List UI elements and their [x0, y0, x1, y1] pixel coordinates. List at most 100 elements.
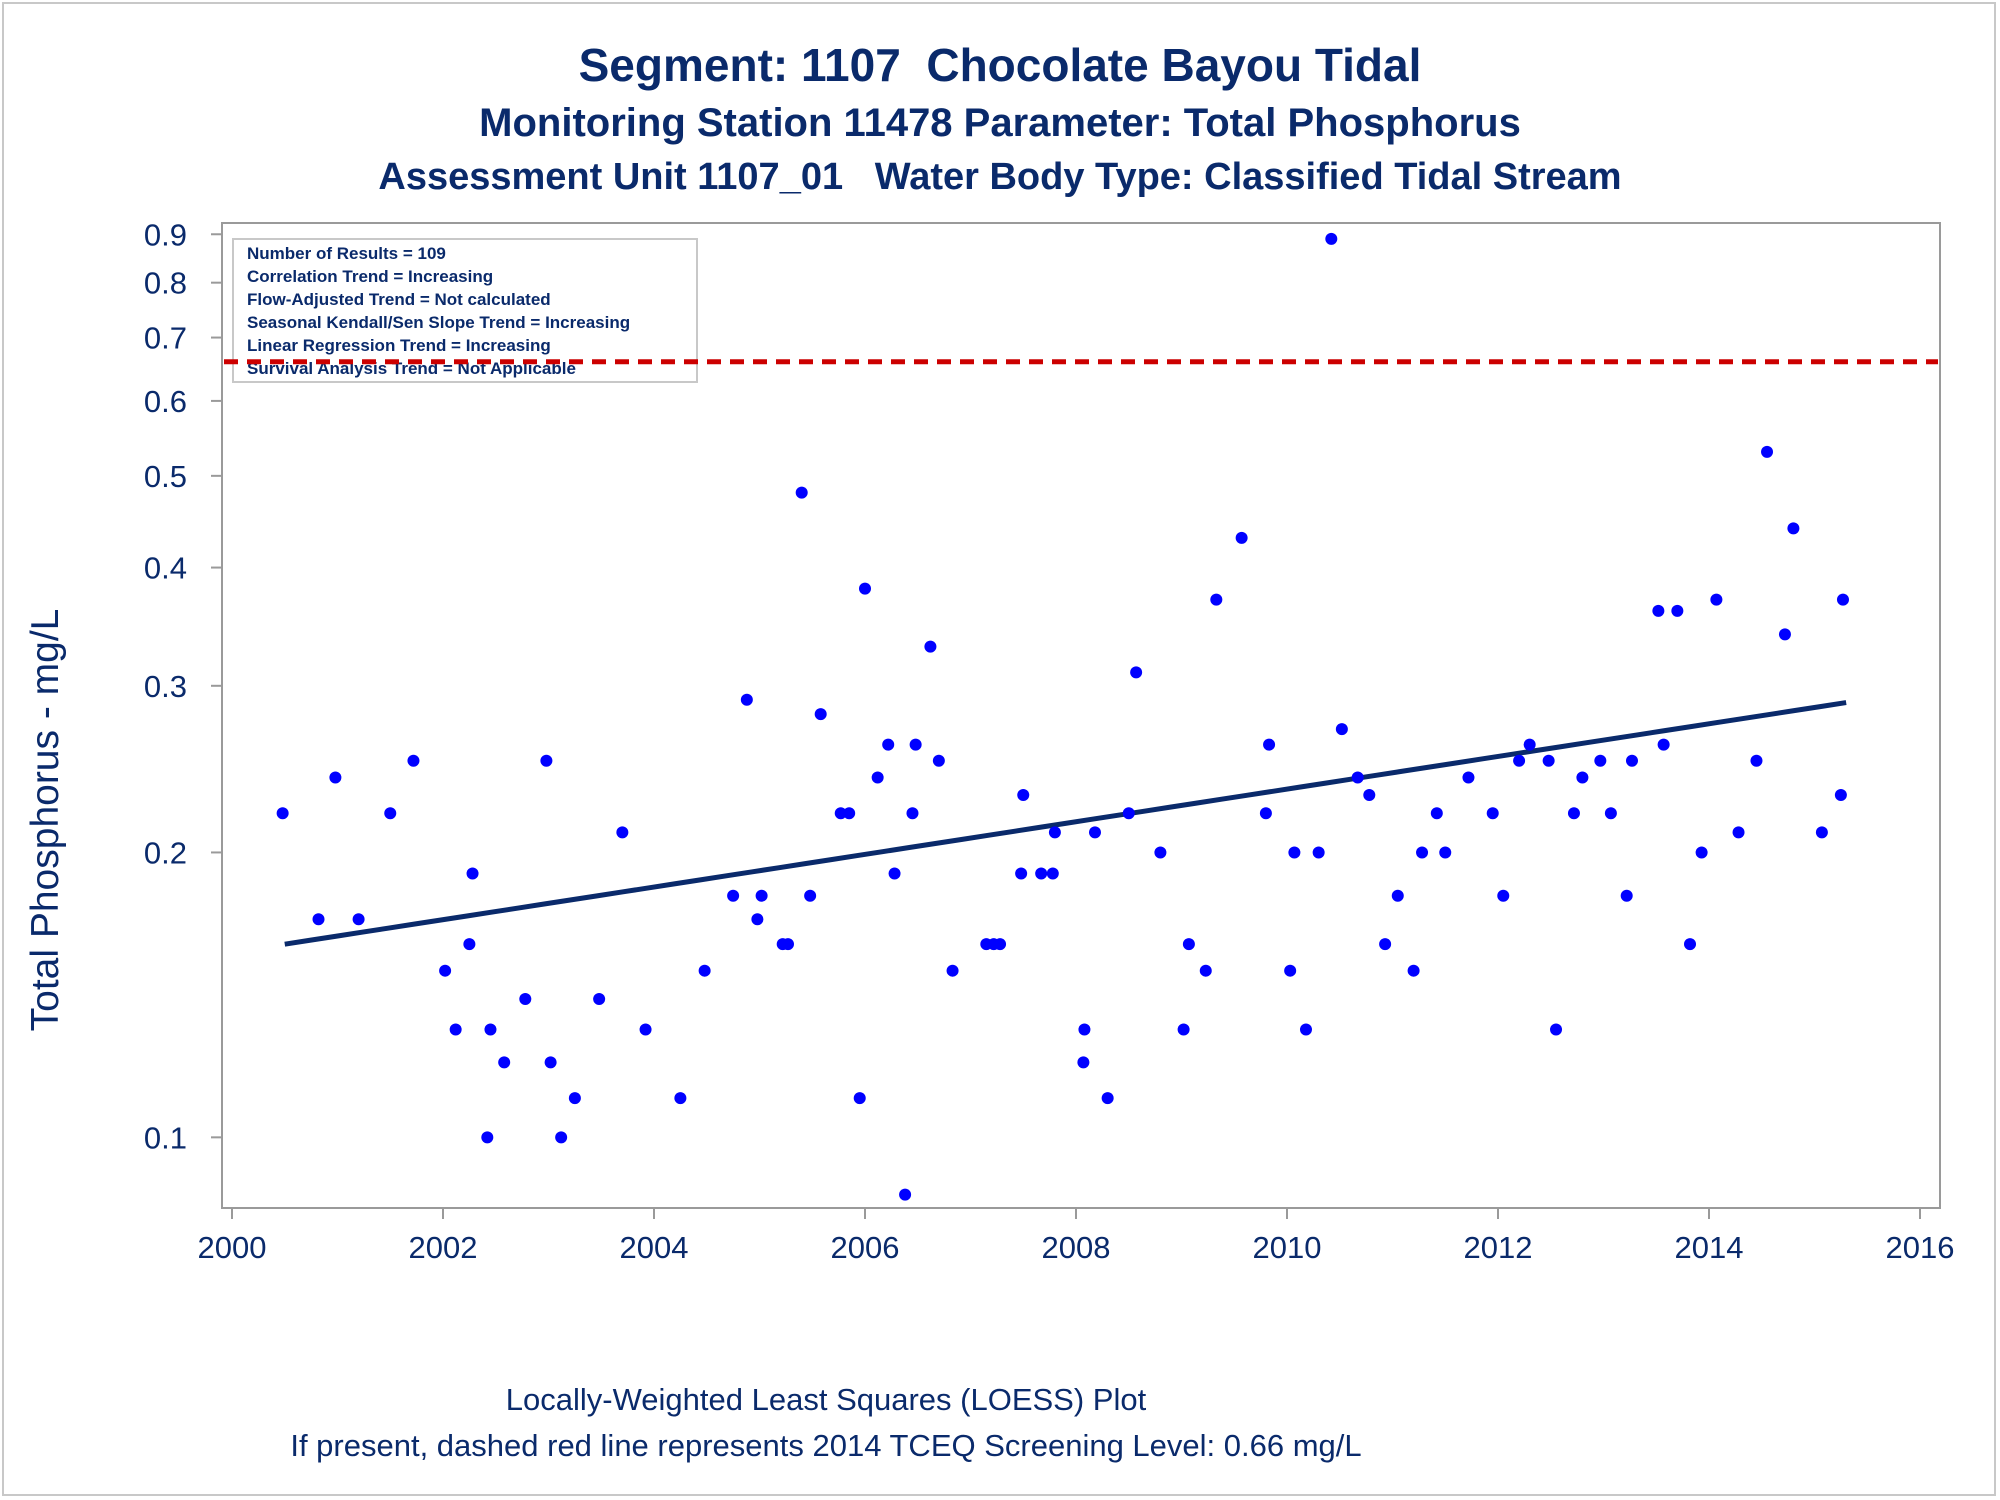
data-point: [1379, 938, 1392, 951]
data-point: [439, 964, 452, 977]
data-point: [1750, 754, 1763, 767]
data-point: [1325, 232, 1338, 245]
data-point: [1078, 1023, 1091, 1036]
stats-line: Flow-Adjusted Trend = Not calculated: [247, 290, 551, 309]
data-point: [899, 1188, 912, 1201]
data-point: [593, 993, 606, 1006]
data-point: [946, 964, 959, 977]
data-point: [751, 913, 764, 926]
data-point: [909, 738, 922, 751]
y-tick-label: 0.2: [144, 835, 187, 870]
data-point: [1834, 789, 1847, 802]
data-point: [755, 889, 768, 902]
data-point: [882, 738, 895, 751]
data-point: [859, 582, 871, 595]
data-point: [352, 913, 365, 926]
data-point: [698, 964, 711, 977]
x-tick-label: 2014: [1675, 1230, 1744, 1265]
data-point: [616, 826, 629, 839]
trend: [284, 700, 1847, 947]
data-point: [1351, 771, 1364, 784]
data-point: [1182, 938, 1195, 951]
stats-line: Linear Regression Trend = Increasing: [247, 336, 551, 355]
data-point: [1542, 754, 1555, 767]
data-points: [276, 232, 1849, 1201]
footnote-loess: Locally-Weighted Least Squares (LOESS) P…: [505, 1382, 1147, 1417]
data-point: [1439, 846, 1452, 859]
data-point: [1048, 826, 1061, 839]
y-tick-label: 0.5: [144, 459, 187, 494]
data-point: [1513, 754, 1526, 767]
data-point: [1497, 889, 1510, 902]
data-point: [1122, 807, 1135, 820]
data-point: [1046, 867, 1059, 880]
data-point: [1815, 826, 1828, 839]
data-point: [1625, 754, 1638, 767]
data-point: [544, 1056, 557, 1069]
data-point: [1550, 1023, 1563, 1036]
data-point: [781, 938, 794, 951]
data-point: [1263, 738, 1276, 751]
data-point: [1430, 807, 1443, 820]
data-point: [540, 754, 553, 767]
data-point: [498, 1056, 511, 1069]
data-point: [1077, 1056, 1090, 1069]
x-tick-label: 2002: [409, 1230, 478, 1265]
data-point: [1154, 846, 1167, 859]
data-point: [906, 807, 919, 820]
stats-line: Seasonal Kendall/Sen Slope Trend = Incre…: [247, 313, 630, 332]
data-point: [555, 1131, 568, 1144]
data-point: [1088, 826, 1101, 839]
data-point: [727, 889, 740, 902]
data-point: [519, 993, 532, 1006]
x-tick-label: 2012: [1464, 1230, 1533, 1265]
y-tick-label: 0.9: [144, 217, 187, 252]
data-point: [740, 693, 753, 706]
data-point: [871, 771, 884, 784]
data-point: [888, 867, 901, 880]
data-point: [1671, 604, 1684, 617]
data-point: [1620, 889, 1633, 902]
data-point: [1130, 666, 1143, 679]
data-point: [1523, 738, 1536, 751]
y-tick-label: 0.8: [144, 266, 187, 301]
data-point: [1035, 867, 1048, 880]
data-point: [1486, 807, 1499, 820]
x-tick-label: 2000: [198, 1230, 267, 1265]
stats-line: Number of Results = 109: [247, 244, 446, 263]
data-point: [466, 867, 479, 880]
data-point: [1199, 964, 1212, 977]
data-point: [484, 1023, 497, 1036]
x-tick-label: 2010: [1253, 1230, 1322, 1265]
trend-line: [284, 700, 1847, 947]
data-point: [814, 708, 827, 721]
data-point: [276, 807, 289, 820]
data-point: [1576, 771, 1589, 784]
data-point: [1732, 826, 1745, 839]
data-point: [1363, 789, 1376, 802]
data-point: [674, 1092, 687, 1105]
data-point: [481, 1131, 494, 1144]
x-tick-label: 2006: [831, 1230, 900, 1265]
data-point: [1695, 846, 1708, 859]
data-point: [1407, 964, 1420, 977]
data-point: [1101, 1092, 1114, 1105]
data-point: [1210, 593, 1223, 606]
data-point: [1710, 593, 1723, 606]
data-point: [407, 754, 420, 767]
data-point: [1462, 771, 1475, 784]
x-tick-label: 2008: [1042, 1230, 1111, 1265]
data-point: [1761, 445, 1774, 458]
chart-subtitle-station: Monitoring Station 11478 Parameter: Tota…: [479, 101, 1521, 145]
plot-area-border: [221, 222, 1941, 1209]
data-point: [1299, 1023, 1312, 1036]
data-point: [568, 1092, 581, 1105]
data-point: [1391, 889, 1404, 902]
chart-subtitle-assessment: Assessment Unit 1107_01 Water Body Type:…: [378, 156, 1622, 198]
data-point: [639, 1023, 652, 1036]
data-point: [804, 889, 817, 902]
y-tick-label: 0.3: [144, 669, 187, 704]
data-point: [1684, 938, 1697, 951]
